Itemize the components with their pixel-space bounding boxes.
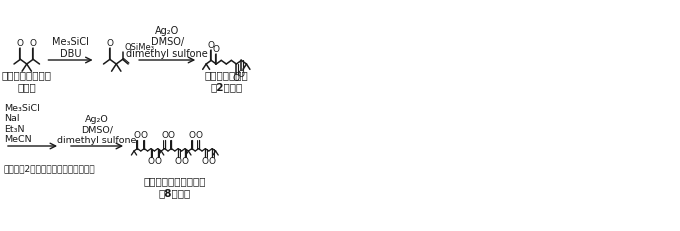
Text: O: O [202, 156, 209, 165]
Text: Me₃SiCl
DBU: Me₃SiCl DBU [52, 37, 89, 59]
Text: Ag₂O
DMSO/
dimethyl sulfone: Ag₂O DMSO/ dimethyl sulfone [126, 26, 208, 59]
Text: O: O [213, 44, 220, 53]
Text: 最長のカルボニルひも: 最長のカルボニルひも [143, 175, 206, 185]
Text: O: O [134, 130, 141, 139]
Text: O: O [148, 156, 154, 165]
Text: カルボニルひも: カルボニルひも [205, 70, 248, 80]
Text: （2量体）: （2量体） [210, 82, 243, 92]
Text: O: O [195, 130, 202, 139]
Text: O: O [175, 156, 182, 165]
Text: 誘導体: 誘導体 [18, 82, 36, 92]
Text: アセチルアセトン: アセチルアセトン [2, 70, 52, 80]
Text: O: O [209, 156, 216, 165]
Text: （長さを2倍にする反応の繰り返し）: （長さを2倍にする反応の繰り返し） [4, 163, 96, 172]
Text: O: O [17, 39, 24, 48]
Text: O: O [188, 130, 195, 139]
Text: Me₃SiCl
NaI
Et₃N
MeCN: Me₃SiCl NaI Et₃N MeCN [4, 103, 39, 143]
Text: O: O [141, 130, 148, 139]
Text: O: O [233, 74, 240, 83]
Text: O: O [154, 156, 161, 165]
Text: O: O [238, 70, 245, 79]
Text: O: O [106, 39, 114, 48]
Text: O: O [30, 39, 37, 48]
Text: OSiMe₃: OSiMe₃ [124, 43, 154, 52]
Text: Ag₂O
DMSO/
dimethyl sulfone: Ag₂O DMSO/ dimethyl sulfone [57, 115, 137, 144]
Text: O: O [182, 156, 188, 165]
Text: O: O [168, 130, 175, 139]
Text: O: O [161, 130, 168, 139]
Text: （8量体）: （8量体） [158, 187, 191, 197]
Text: O: O [207, 41, 215, 50]
